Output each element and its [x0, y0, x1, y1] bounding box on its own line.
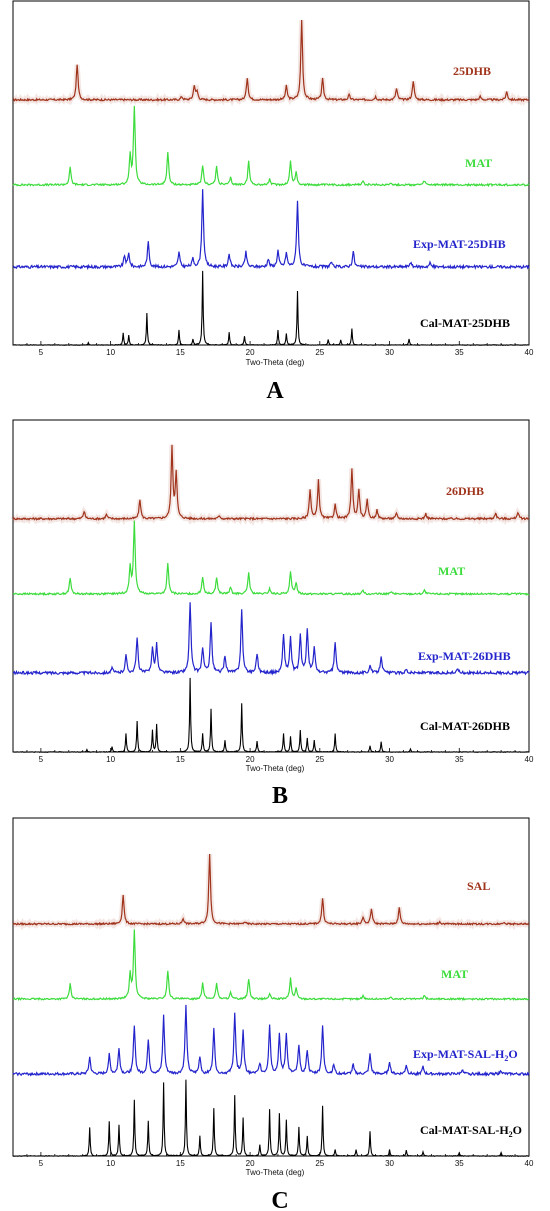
x-tick-label: 35	[455, 1159, 464, 1168]
series-label-cal-mat-sal-h2o: Cal-MAT-SAL-H2O	[420, 1123, 522, 1139]
xrd-chart-b: 5 10 15 20 25 30 35 40 26DHB MAT Exp-MAT-26DHB …	[10, 419, 534, 809]
x-tick-label: 5	[39, 348, 44, 357]
x-tick-label: 15	[176, 348, 185, 357]
series-label-exp-mat-sal-h2o: Exp-MAT-SAL-H2O	[413, 1047, 518, 1063]
chart-panel-b: 5 10 15 20 25 30 35 40 26DHB MAT Exp-MAT-26DHB …	[0, 419, 550, 810]
x-ticks-group: 5 10 15 20 25 30 35 40	[12, 1152, 534, 1168]
plot-frame	[12, 817, 530, 1157]
x-tick-label: 20	[246, 1159, 255, 1168]
xrd-trace-mat	[12, 520, 530, 597]
series-label-mat: MAT	[441, 967, 468, 981]
x-axis-title: Two-Theta (deg)	[246, 764, 305, 773]
series-label-exp-mat-25dhb: Exp-MAT-25DHB	[413, 237, 506, 251]
xrd-trace-exp-mat-25dhb	[12, 189, 530, 271]
x-tick-label: 40	[525, 348, 534, 357]
xrd-trace-halo	[11, 19, 530, 107]
x-tick-label: 40	[525, 755, 534, 764]
panel-label-c: C	[271, 1188, 288, 1211]
x-tick-label: 40	[525, 1159, 534, 1168]
xrd-trace-exp-mat-26dhb	[12, 602, 530, 677]
x-tick-label: 10	[106, 755, 115, 764]
traces-group	[11, 853, 531, 1157]
x-tick-label: 30	[385, 348, 394, 357]
series-label-26dhb: 26DHB	[446, 484, 484, 498]
x-tick-label: 25	[315, 755, 324, 764]
x-tick-label: 10	[106, 348, 115, 357]
x-tick-label: 20	[246, 755, 255, 764]
xrd-chart-c: 5 10 15 20 25 30 35 40 SAL MAT Exp-MAT-SAL-H2O …	[11, 817, 534, 1211]
x-tick-label: 5	[39, 1159, 44, 1168]
x-tick-label: 25	[315, 348, 324, 357]
xrd-trace-sal	[12, 854, 530, 927]
xrd-trace-26dhb	[12, 444, 530, 522]
plot-frame	[12, 419, 530, 753]
xrd-trace-cal-mat-25dhb	[12, 270, 530, 346]
traces-group	[10, 444, 530, 753]
x-tick-label: 25	[315, 1159, 324, 1168]
x-axis-title: Two-Theta (deg)	[246, 358, 305, 367]
series-label-cal-mat-26dhb: Cal-MAT-26DHB	[420, 719, 510, 733]
chart-panel-a: 5 10 15 20 25 30 35 40 25DHB MAT Exp-MAT-25DHB …	[0, 0, 550, 410]
x-ticks-group: 5 10 15 20 25 30 35 40	[12, 341, 534, 357]
xrd-trace-halo	[10, 444, 530, 527]
x-tick-label: 10	[106, 1159, 115, 1168]
x-tick-label: 15	[176, 755, 185, 764]
x-tick-label: 5	[39, 755, 44, 764]
plot-frame	[12, 0, 530, 346]
series-label-exp-mat-26dhb: Exp-MAT-26DHB	[418, 649, 511, 663]
x-tick-label: 15	[176, 1159, 185, 1168]
chart-panel-c: 5 10 15 20 25 30 35 40 SAL MAT Exp-MAT-SAL-H2O …	[0, 817, 550, 1211]
panel-label-b: B	[272, 783, 288, 809]
series-label-sal: SAL	[467, 879, 490, 893]
series-label-cal-mat-25dhb: Cal-MAT-25DHB	[420, 316, 510, 330]
x-tick-label: 30	[385, 755, 394, 764]
xrd-trace-exp-mat-sal-h2o	[12, 1004, 530, 1077]
panel-label-a: A	[266, 378, 284, 404]
x-tick-label: 20	[246, 348, 255, 357]
xrd-trace-cal-mat-sal-h2o	[12, 1079, 530, 1157]
x-tick-label: 35	[455, 755, 464, 764]
xrd-trace-25dhb	[12, 20, 530, 103]
xrd-chart-a: 5 10 15 20 25 30 35 40 25DHB MAT Exp-MAT-25DHB …	[11, 0, 534, 404]
xrd-trace-mat	[12, 929, 530, 1002]
series-label-mat: MAT	[438, 564, 465, 578]
series-label-mat: MAT	[465, 156, 492, 170]
x-tick-label: 35	[455, 348, 464, 357]
x-axis-title: Two-Theta (deg)	[246, 1168, 305, 1177]
xrd-trace-halo	[11, 853, 531, 931]
traces-group	[11, 19, 530, 346]
series-label-25dhb: 25DHB	[453, 64, 491, 78]
xrd-trace-cal-mat-26dhb	[12, 677, 530, 753]
x-ticks-group: 5 10 15 20 25 30 35 40	[12, 748, 534, 764]
x-tick-label: 30	[385, 1159, 394, 1168]
xrd-trace-mat	[12, 105, 530, 188]
